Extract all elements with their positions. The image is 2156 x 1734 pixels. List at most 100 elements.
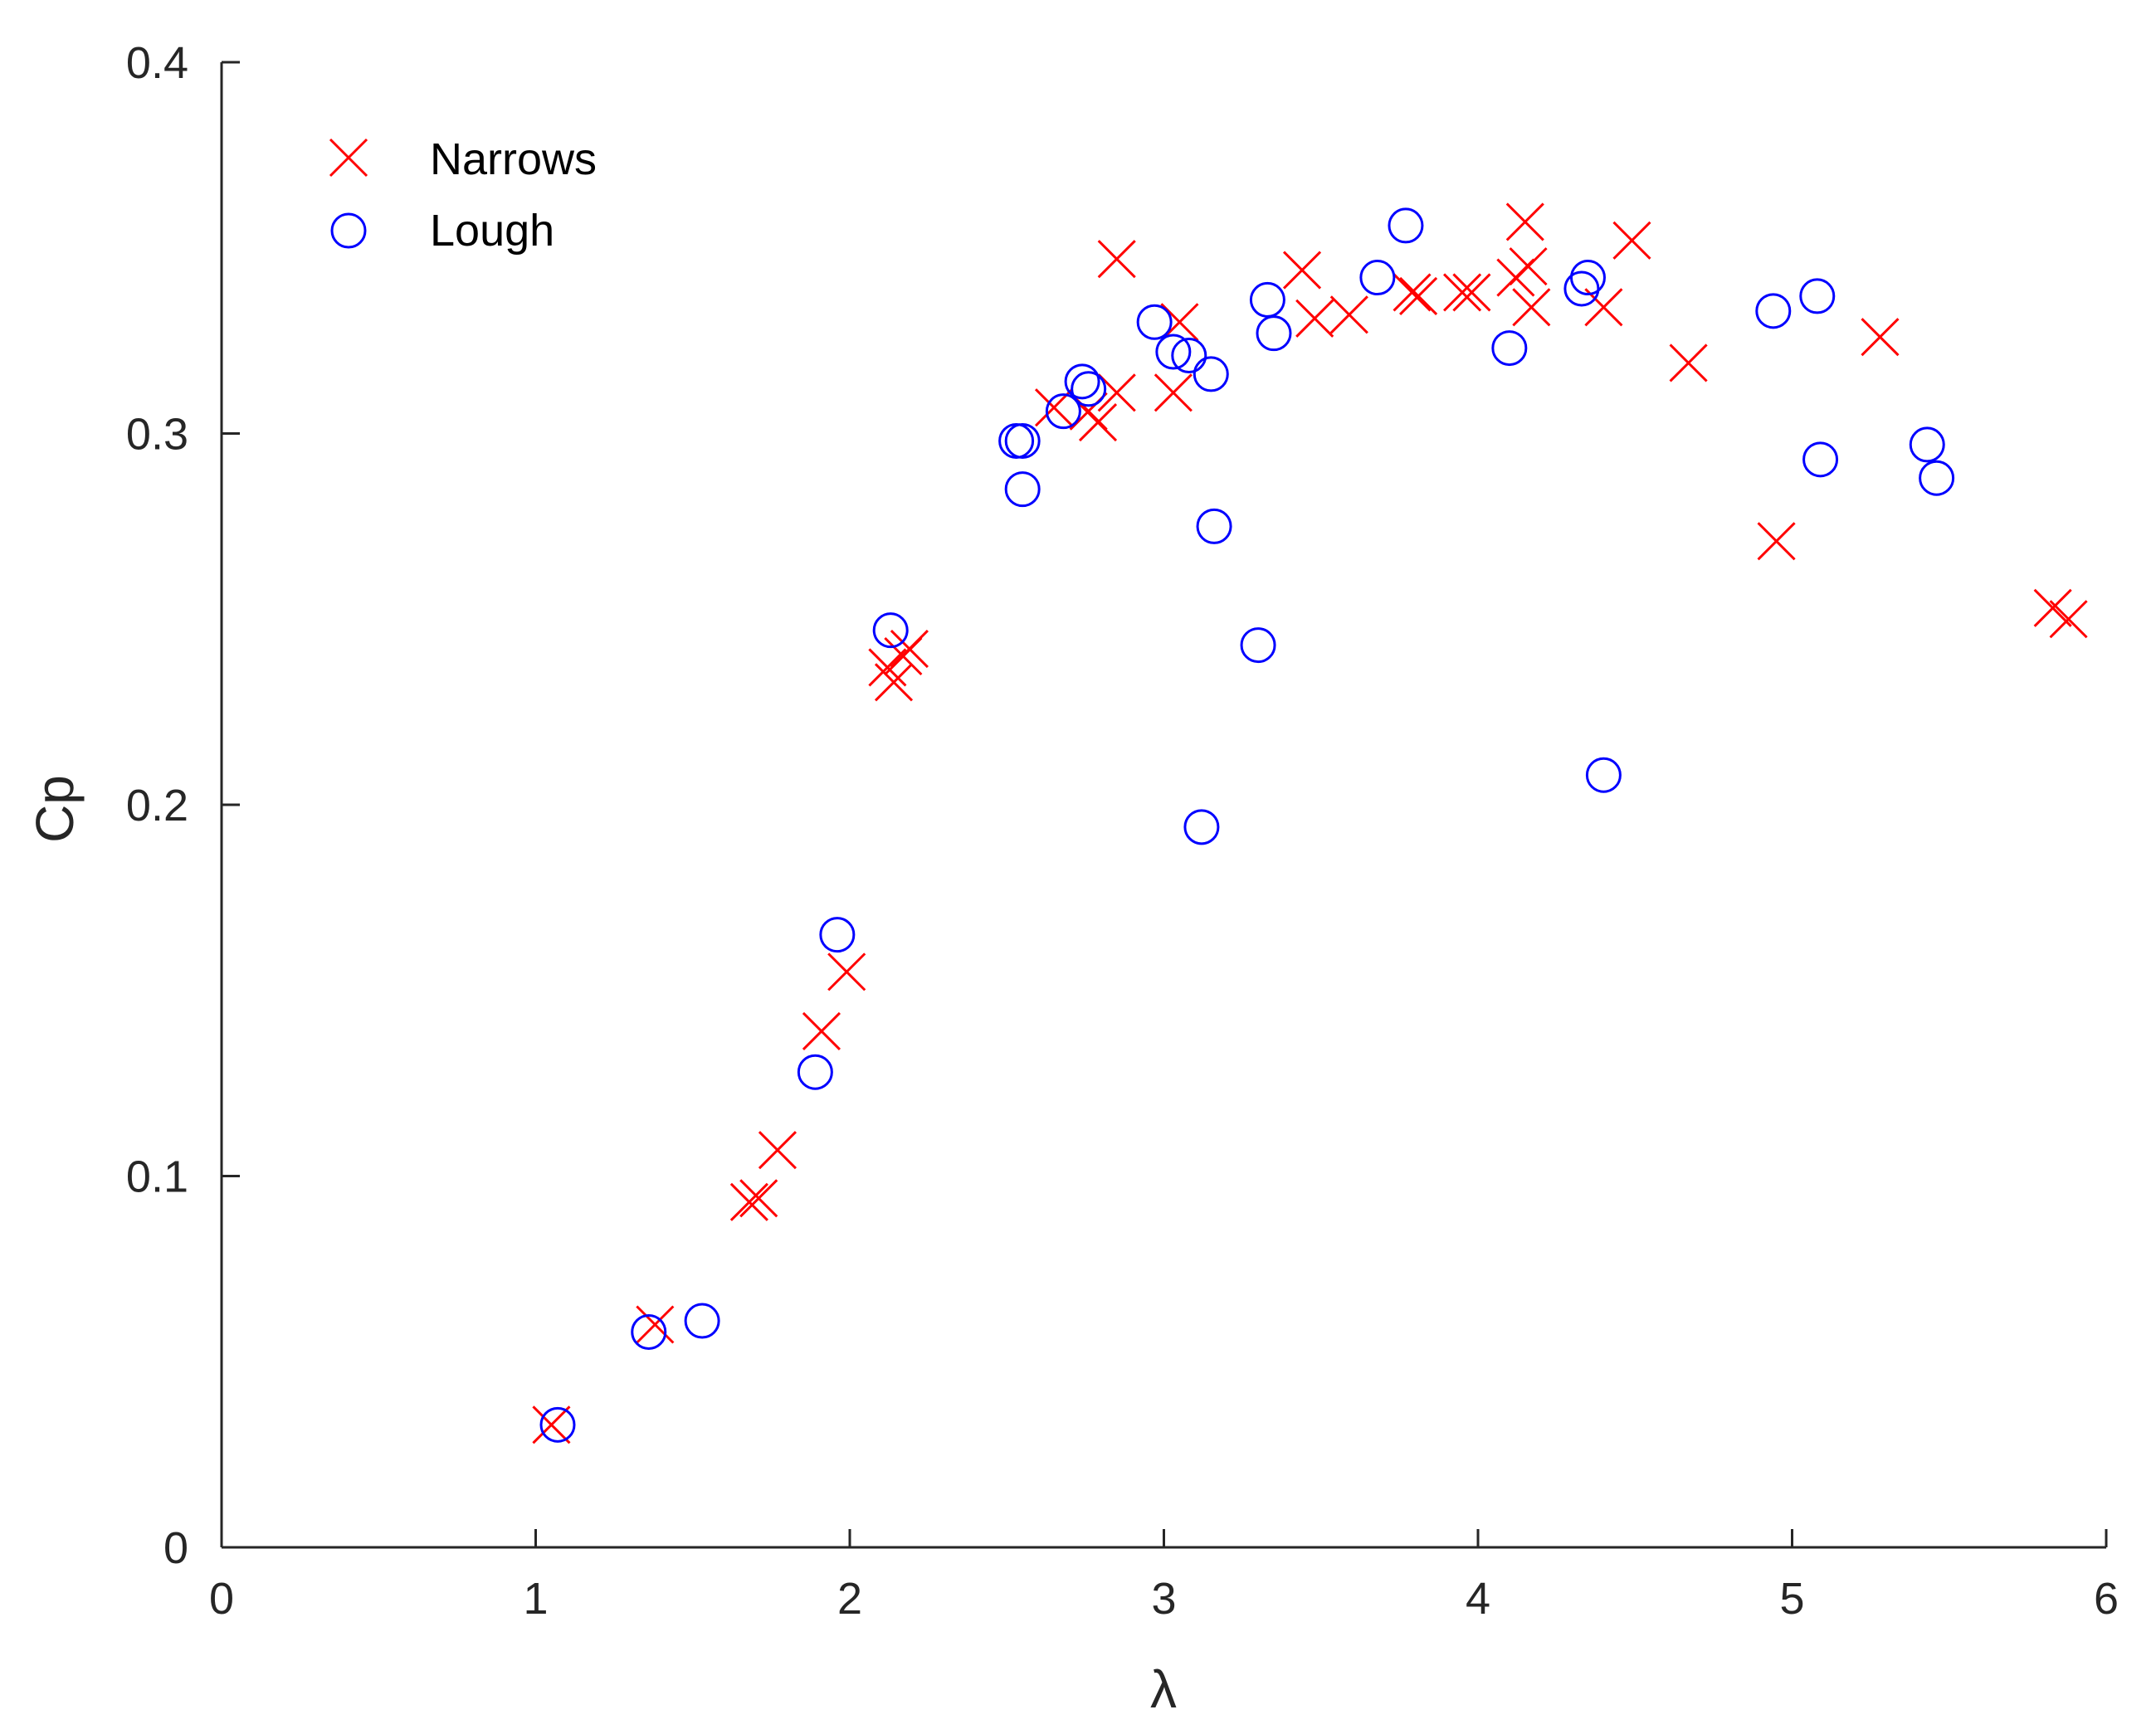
x-marker-stroke [1505, 202, 1544, 241]
data-point-narrows [1097, 373, 1136, 412]
x-marker-stroke [329, 138, 368, 178]
data-point-lough [1569, 260, 1606, 296]
data-point-lough [1249, 281, 1285, 318]
plot-area [532, 202, 2088, 1444]
legend-marker-lough [330, 212, 367, 249]
y-tick-label: 0.2 [126, 781, 188, 830]
data-point-lough [1802, 441, 1839, 478]
data-point-narrows [1393, 273, 1432, 312]
y-axis-label: Cp [25, 775, 85, 843]
y-tick-label: 0.1 [126, 1152, 188, 1202]
legend-label-narrows: Narrows [430, 134, 597, 184]
data-point-narrows [1282, 251, 1322, 290]
data-point-narrows [1584, 288, 1623, 327]
data-point-lough [1196, 508, 1232, 544]
data-point-lough [539, 1406, 576, 1443]
x-marker-stroke [729, 1182, 768, 1221]
data-point-lough [998, 422, 1035, 459]
x-marker-stroke [1861, 318, 1900, 357]
x-marker-stroke [1097, 373, 1136, 412]
x-axis-label: λ [1150, 1659, 1177, 1719]
series-lough [539, 207, 1955, 1443]
x-marker-stroke [1757, 522, 1796, 561]
data-point-narrows [1512, 288, 1551, 327]
data-point-lough [1256, 315, 1292, 352]
data-point-lough [797, 1054, 833, 1090]
x-marker-stroke [1584, 288, 1623, 327]
legend-marker-narrows [329, 138, 368, 178]
x-marker-stroke [1612, 221, 1651, 260]
data-point-lough [1799, 278, 1836, 314]
data-point-narrows [827, 952, 866, 991]
data-point-narrows [1078, 403, 1118, 442]
x-marker-stroke [636, 1305, 675, 1344]
data-point-lough [1909, 426, 1945, 463]
data-point-lough [1563, 270, 1600, 307]
data-point-lough [1183, 809, 1220, 845]
data-point-narrows [1612, 221, 1651, 260]
data-point-narrows [729, 1182, 768, 1221]
data-point-narrows [2049, 600, 2088, 639]
data-point-lough [1491, 330, 1528, 367]
data-point-narrows [1154, 373, 1193, 412]
data-point-narrows [2033, 588, 2072, 627]
axes: 0 1 2 3 4 5 6 0 0.1 0.2 0.3 0.4 [126, 38, 2119, 1624]
x-marker-stroke [1329, 295, 1368, 334]
data-point-narrows [1097, 240, 1136, 279]
data-point-lough [1919, 460, 1955, 496]
data-point-narrows [890, 629, 929, 669]
x-tick-label: 6 [2094, 1574, 2119, 1624]
x-marker-stroke [1154, 373, 1193, 412]
data-point-narrows [636, 1305, 675, 1344]
data-point-narrows [1452, 273, 1491, 312]
data-point-narrows [1505, 202, 1544, 241]
x-tick-label: 3 [1151, 1574, 1176, 1624]
data-point-narrows [1443, 273, 1482, 312]
data-point-narrows [874, 663, 914, 702]
x-tick-label: 5 [1779, 1574, 1804, 1624]
x-marker-stroke [1295, 299, 1334, 338]
data-point-lough [1004, 422, 1041, 459]
data-point-lough [631, 1313, 667, 1350]
x-marker-stroke [1097, 240, 1136, 279]
x-marker-stroke [827, 952, 866, 991]
data-point-lough [1045, 393, 1081, 430]
data-point-narrows [739, 1179, 778, 1218]
legend-label-lough: Lough [430, 206, 554, 256]
data-point-lough [872, 612, 909, 649]
x-marker-stroke [802, 1011, 841, 1051]
data-point-narrows [1329, 295, 1368, 334]
x-tick-label: 2 [837, 1574, 862, 1624]
data-point-narrows [1757, 522, 1796, 561]
data-point-narrows [1669, 343, 1708, 382]
data-point-narrows [532, 1405, 571, 1444]
x-tick-label: 4 [1466, 1574, 1490, 1624]
series-narrows [532, 202, 2088, 1444]
x-marker-stroke [1282, 251, 1322, 290]
data-point-lough [1136, 304, 1173, 340]
x-marker-stroke [1509, 247, 1548, 286]
x-marker-stroke [874, 663, 914, 702]
data-point-narrows [1861, 318, 1900, 357]
x-marker-stroke [1512, 288, 1551, 327]
x-marker-stroke [1452, 273, 1491, 312]
x-tick-label: 1 [523, 1574, 548, 1624]
data-point-lough [1359, 260, 1396, 296]
data-point-lough [819, 917, 856, 953]
x-tick-label: 0 [209, 1574, 234, 1624]
y-tick-label: 0.4 [126, 38, 188, 88]
x-marker-stroke [1393, 273, 1432, 312]
data-point-narrows [802, 1011, 841, 1051]
x-marker-stroke [758, 1131, 798, 1170]
y-tick-label: 0 [163, 1523, 188, 1573]
legend: Narrows Lough [329, 134, 597, 256]
data-point-lough [1193, 356, 1229, 392]
data-point-lough [1388, 207, 1424, 244]
data-point-lough [1064, 363, 1100, 400]
data-point-lough [684, 1303, 720, 1339]
data-point-lough [1155, 334, 1192, 370]
data-point-narrows [758, 1131, 798, 1170]
x-marker-stroke [1443, 273, 1482, 312]
x-marker-stroke [890, 629, 929, 669]
